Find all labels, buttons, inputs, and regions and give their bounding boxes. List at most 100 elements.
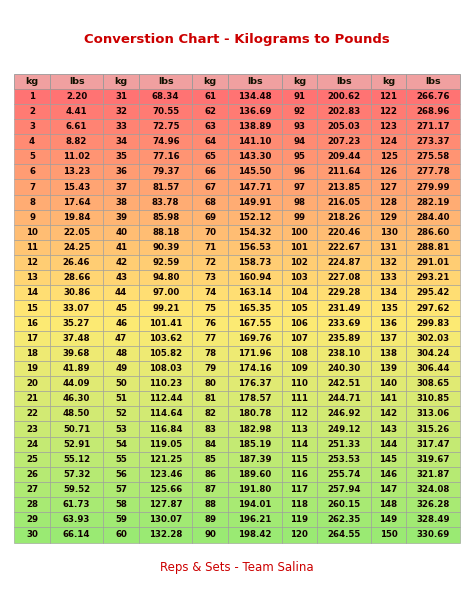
Text: 86: 86: [204, 470, 216, 479]
Text: 78: 78: [204, 349, 216, 358]
Text: kg: kg: [382, 77, 395, 86]
Text: 68: 68: [204, 197, 216, 207]
Text: 48.50: 48.50: [63, 409, 90, 419]
Text: 67: 67: [204, 183, 216, 191]
Text: 28.66: 28.66: [63, 273, 90, 282]
Text: kg: kg: [204, 77, 217, 86]
Text: 171.96: 171.96: [238, 349, 272, 358]
Text: 54: 54: [115, 440, 127, 449]
Text: 103.62: 103.62: [149, 334, 182, 343]
Text: 77.16: 77.16: [152, 152, 180, 161]
Text: 266.76: 266.76: [416, 92, 450, 101]
Text: 130.07: 130.07: [149, 516, 182, 524]
Text: 222.67: 222.67: [327, 243, 361, 252]
Text: 169.76: 169.76: [238, 334, 272, 343]
Text: 205.03: 205.03: [328, 122, 360, 131]
Text: 328.49: 328.49: [416, 516, 450, 524]
Text: 240.30: 240.30: [328, 364, 361, 373]
Text: 273.37: 273.37: [416, 137, 450, 146]
Text: 118: 118: [291, 500, 309, 509]
Text: 43: 43: [115, 273, 127, 282]
Text: 28: 28: [26, 500, 38, 509]
Text: 63.93: 63.93: [63, 516, 90, 524]
Text: 74: 74: [204, 288, 217, 297]
Text: 27: 27: [26, 485, 38, 494]
Text: 147: 147: [379, 485, 398, 494]
Text: 211.64: 211.64: [327, 167, 361, 177]
Text: 140: 140: [380, 379, 398, 388]
Text: 117: 117: [290, 485, 309, 494]
Text: Reps & Sets - Team Salina: Reps & Sets - Team Salina: [160, 560, 314, 574]
Text: 9: 9: [29, 213, 35, 222]
Text: 6.61: 6.61: [66, 122, 87, 131]
Text: 209.44: 209.44: [327, 152, 361, 161]
Text: 174.16: 174.16: [238, 364, 272, 373]
Text: 253.53: 253.53: [328, 455, 361, 464]
Text: 149.91: 149.91: [238, 197, 272, 207]
Text: 148: 148: [379, 500, 398, 509]
Text: 324.08: 324.08: [416, 485, 450, 494]
Text: lbs: lbs: [158, 77, 173, 86]
Text: 121.25: 121.25: [149, 455, 182, 464]
Text: 37: 37: [115, 183, 127, 191]
Text: 59.52: 59.52: [63, 485, 90, 494]
Text: 51: 51: [115, 394, 127, 403]
Text: 46: 46: [115, 319, 127, 328]
Text: 126: 126: [380, 167, 398, 177]
Text: 90: 90: [204, 530, 216, 539]
Text: 83: 83: [204, 425, 216, 433]
Text: 21: 21: [26, 394, 38, 403]
Text: 14: 14: [26, 288, 38, 297]
Text: 76: 76: [204, 319, 216, 328]
Text: 233.69: 233.69: [327, 319, 361, 328]
Text: 108: 108: [291, 349, 308, 358]
Text: 30: 30: [26, 530, 38, 539]
Text: 2.20: 2.20: [66, 92, 87, 101]
Text: 39: 39: [115, 213, 127, 222]
Text: 36: 36: [115, 167, 127, 177]
Text: 101: 101: [291, 243, 308, 252]
Text: 13: 13: [26, 273, 38, 282]
Text: 98: 98: [293, 197, 305, 207]
Text: 56: 56: [115, 470, 127, 479]
Text: 66: 66: [204, 167, 216, 177]
Text: 18: 18: [26, 349, 38, 358]
Text: 32: 32: [115, 107, 127, 116]
Text: 257.94: 257.94: [327, 485, 361, 494]
Text: 116.84: 116.84: [149, 425, 182, 433]
Text: 88: 88: [204, 500, 216, 509]
Text: 105: 105: [291, 303, 308, 313]
Text: 251.33: 251.33: [328, 440, 361, 449]
Text: 185.19: 185.19: [238, 440, 272, 449]
Text: 125.66: 125.66: [149, 485, 182, 494]
Text: 138.89: 138.89: [238, 122, 272, 131]
Text: 200.62: 200.62: [328, 92, 361, 101]
Text: 156.53: 156.53: [238, 243, 272, 252]
Text: 216.05: 216.05: [328, 197, 361, 207]
Text: 4.41: 4.41: [66, 107, 87, 116]
Text: 85.98: 85.98: [152, 213, 179, 222]
Text: 218.26: 218.26: [327, 213, 361, 222]
Text: 282.19: 282.19: [416, 197, 450, 207]
Text: 97.00: 97.00: [152, 288, 179, 297]
Text: 288.81: 288.81: [416, 243, 450, 252]
Text: lbs: lbs: [425, 77, 441, 86]
Text: 165.35: 165.35: [238, 303, 272, 313]
Text: 35.27: 35.27: [63, 319, 90, 328]
Text: 132: 132: [380, 258, 398, 267]
Text: 207.23: 207.23: [327, 137, 361, 146]
Text: 79: 79: [204, 364, 216, 373]
Text: 19: 19: [26, 364, 38, 373]
Text: 94.80: 94.80: [152, 273, 179, 282]
Text: 80: 80: [204, 379, 216, 388]
Text: 321.87: 321.87: [416, 470, 450, 479]
Text: 105.82: 105.82: [149, 349, 182, 358]
Text: 52: 52: [115, 409, 127, 419]
Text: 19.84: 19.84: [63, 213, 91, 222]
Text: 2: 2: [29, 107, 35, 116]
Text: 295.42: 295.42: [416, 288, 450, 297]
Text: 163.14: 163.14: [238, 288, 272, 297]
Text: 92.59: 92.59: [152, 258, 179, 267]
Text: 12: 12: [26, 258, 38, 267]
Text: 194.01: 194.01: [238, 500, 272, 509]
